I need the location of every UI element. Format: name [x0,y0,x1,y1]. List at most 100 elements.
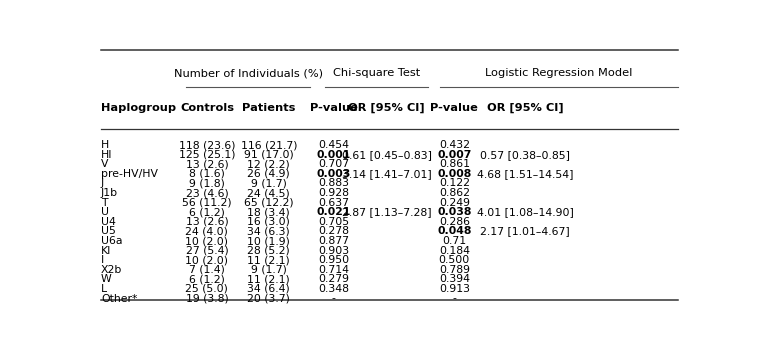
Text: Number of Individuals (%): Number of Individuals (%) [173,68,323,78]
Text: 11 (2.1): 11 (2.1) [248,255,290,265]
Text: 28 (5.2): 28 (5.2) [248,246,290,256]
Text: W: W [101,274,112,284]
Text: 26 (4.9): 26 (4.9) [248,169,290,179]
Text: 13 (2.6): 13 (2.6) [185,159,228,169]
Text: 0.913: 0.913 [439,284,470,294]
Text: 23 (4.6): 23 (4.6) [185,188,228,198]
Text: 2.87 [1.13–7.28]: 2.87 [1.13–7.28] [342,207,432,217]
Text: H: H [101,140,109,150]
Text: 0.394: 0.394 [439,274,470,284]
Text: 0.861: 0.861 [439,159,470,169]
Text: 0.279: 0.279 [318,274,349,284]
Text: U6a: U6a [101,236,122,246]
Text: P-value: P-value [430,103,478,113]
Text: U: U [101,207,109,217]
Text: Chi-square Test: Chi-square Test [333,68,420,78]
Text: 19 (3.8): 19 (3.8) [185,293,228,303]
Text: 4.68 [1.51–14.54]: 4.68 [1.51–14.54] [477,169,573,179]
Text: 27 (5.4): 27 (5.4) [185,246,228,256]
Text: 0.122: 0.122 [439,179,470,189]
Text: V: V [101,159,109,169]
Text: 18 (3.4): 18 (3.4) [248,207,290,217]
Text: 25 (5.0): 25 (5.0) [185,284,228,294]
Text: 0.021: 0.021 [316,207,350,217]
Text: Controls: Controls [180,103,234,113]
Text: 0.432: 0.432 [439,140,470,150]
Text: 7 (1.4): 7 (1.4) [189,265,225,275]
Text: I: I [101,255,104,265]
Text: 6 (1.2): 6 (1.2) [189,274,225,284]
Text: 0.048: 0.048 [437,226,471,236]
Text: 3.14 [1.41–7.01]: 3.14 [1.41–7.01] [342,169,432,179]
Text: 24 (4.5): 24 (4.5) [248,188,290,198]
Text: 10 (1.9): 10 (1.9) [247,236,290,246]
Text: 0.928: 0.928 [318,188,349,198]
Text: 11 (2.1): 11 (2.1) [248,274,290,284]
Text: pre-HV/HV: pre-HV/HV [101,169,158,179]
Text: 0.714: 0.714 [318,265,349,275]
Text: U5: U5 [101,226,116,236]
Text: 0.348: 0.348 [318,284,349,294]
Text: 9 (1.8): 9 (1.8) [189,179,225,189]
Text: 0.789: 0.789 [439,265,470,275]
Text: 0.877: 0.877 [318,236,349,246]
Text: 0.71: 0.71 [442,236,467,246]
Text: 0.61 [0.45–0.83]: 0.61 [0.45–0.83] [341,150,432,160]
Text: 0.001: 0.001 [316,150,350,160]
Text: 0.003: 0.003 [316,169,350,179]
Text: -: - [331,293,335,303]
Text: 0.950: 0.950 [318,255,349,265]
Text: 16 (3.0): 16 (3.0) [247,217,290,227]
Text: 0.883: 0.883 [318,179,349,189]
Text: 116 (21.7): 116 (21.7) [240,140,297,150]
Text: 0.184: 0.184 [439,246,470,256]
Text: 2.17 [1.01–4.67]: 2.17 [1.01–4.67] [480,226,570,236]
Text: 0.454: 0.454 [318,140,349,150]
Text: HI: HI [101,150,112,160]
Text: 0.249: 0.249 [439,198,470,208]
Text: 0.038: 0.038 [437,207,471,217]
Text: 4.01 [1.08–14.90]: 4.01 [1.08–14.90] [477,207,573,217]
Text: KI: KI [101,246,111,256]
Text: 0.57 [0.38–0.85]: 0.57 [0.38–0.85] [480,150,570,160]
Text: Haplogroup: Haplogroup [101,103,176,113]
Text: J1b: J1b [101,188,118,198]
Text: T: T [101,198,107,208]
Text: 0.286: 0.286 [439,217,470,227]
Text: Patients: Patients [242,103,296,113]
Text: P-value: P-value [309,103,357,113]
Text: X2b: X2b [101,265,122,275]
Text: J: J [101,179,104,189]
Text: 0.007: 0.007 [437,150,471,160]
Text: 118 (23.6): 118 (23.6) [179,140,235,150]
Text: 0.008: 0.008 [437,169,471,179]
Text: 10 (2.0): 10 (2.0) [185,236,229,246]
Text: 0.500: 0.500 [439,255,470,265]
Text: L: L [101,284,107,294]
Text: 65 (12.2): 65 (12.2) [244,198,293,208]
Text: 12 (2.2): 12 (2.2) [248,159,290,169]
Text: 0.903: 0.903 [318,246,349,256]
Text: OR [95% CI]: OR [95% CI] [486,103,563,113]
Text: 9 (1.7): 9 (1.7) [251,179,287,189]
Text: 34 (6.3): 34 (6.3) [248,226,290,236]
Text: -: - [452,293,456,303]
Text: 8 (1.6): 8 (1.6) [189,169,225,179]
Text: 125 (25.1): 125 (25.1) [179,150,235,160]
Text: 0.707: 0.707 [318,159,349,169]
Text: 56 (11.2): 56 (11.2) [182,198,232,208]
Text: OR [95% CI]: OR [95% CI] [348,103,425,113]
Text: Other*: Other* [101,293,138,303]
Text: 0.637: 0.637 [318,198,349,208]
Text: 6 (1.2): 6 (1.2) [189,207,225,217]
Text: 0.278: 0.278 [318,226,349,236]
Text: U4: U4 [101,217,116,227]
Text: 20 (3.7): 20 (3.7) [247,293,290,303]
Text: 24 (4.0): 24 (4.0) [185,226,228,236]
Text: 13 (2.6): 13 (2.6) [185,217,228,227]
Text: 34 (6.4): 34 (6.4) [248,284,290,294]
Text: 0.705: 0.705 [318,217,349,227]
Text: 0.862: 0.862 [439,188,470,198]
Text: 91 (17.0): 91 (17.0) [244,150,293,160]
Text: Logistic Regression Model: Logistic Regression Model [485,68,632,78]
